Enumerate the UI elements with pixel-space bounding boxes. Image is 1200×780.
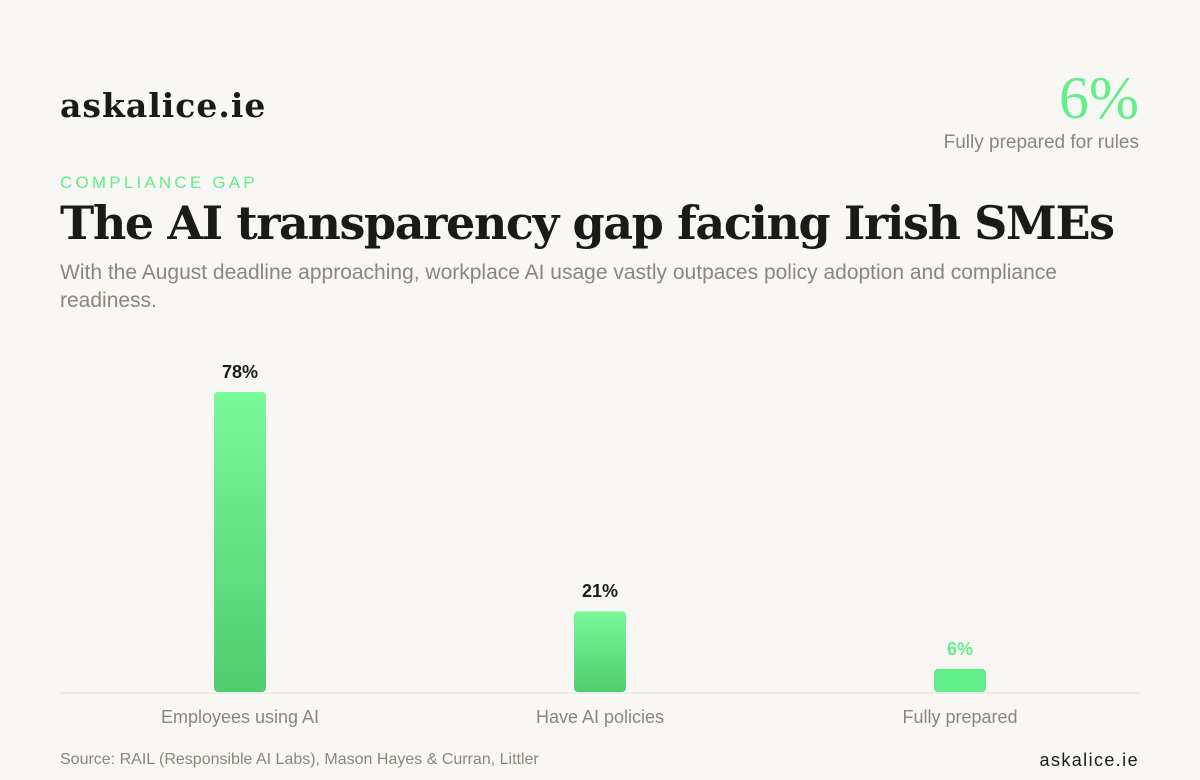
headline-stat-value: 6% [1059,65,1139,131]
brand-logo: askalice.ie [60,86,267,125]
headline-stat: 6% Fully prepared for rules [944,66,1139,154]
bar-value-label-2: 6% [947,639,973,659]
bar-value-label-1: 21% [582,581,618,601]
bar-2 [934,668,986,692]
footer-brand: askalice.ie [1039,750,1139,770]
bar-chart: 78% Employees using AI 21% Have AI policies… [60,362,1140,727]
chart-title: The AI transparency gap facing Irish SME… [60,196,1115,250]
eyebrow-label: COMPLIANCE GAP [60,173,258,192]
category-label-2: Fully prepared [902,707,1017,727]
category-label-0: Employees using AI [161,707,319,727]
source-note: Source: RAIL (Responsible AI Labs), Maso… [60,751,539,768]
chart-subtitle: With the August deadline approaching, wo… [60,261,1057,312]
bar-0 [214,392,266,692]
bar-1 [574,611,626,692]
category-label-1: Have AI policies [536,707,664,727]
bar-value-label-0: 78% [222,362,258,382]
headline-stat-caption: Fully prepared for rules [943,132,1139,153]
